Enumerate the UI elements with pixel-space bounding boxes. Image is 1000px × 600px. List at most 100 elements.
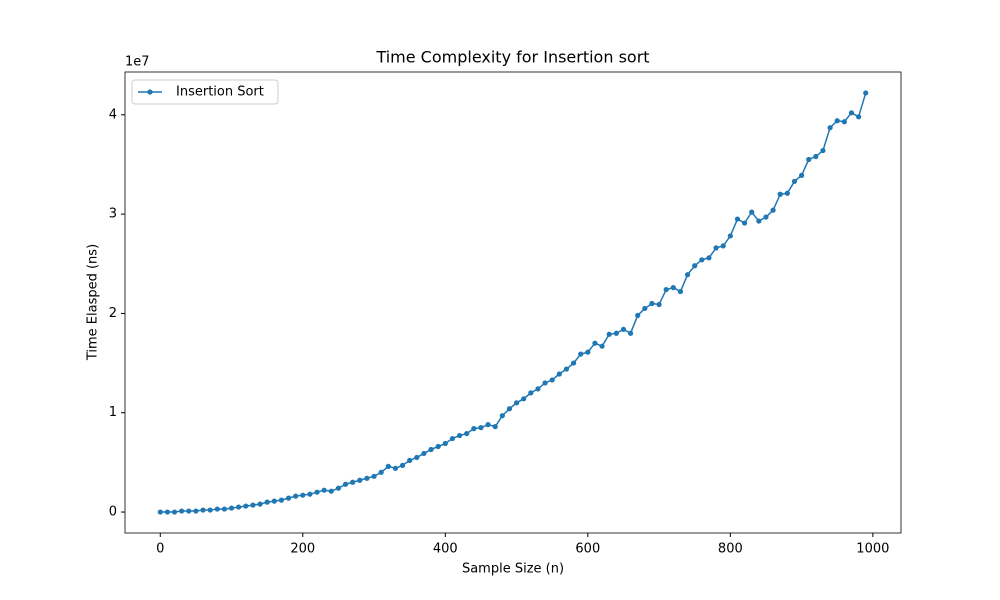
x-tick-label: 200 (290, 542, 315, 557)
data-point (236, 504, 242, 510)
data-point (456, 432, 463, 439)
data-point (613, 330, 619, 336)
x-axis-label: Sample Size (n) (462, 562, 564, 577)
data-point (499, 413, 505, 419)
data-point (278, 497, 285, 503)
data-point (791, 178, 798, 184)
data-point (656, 301, 662, 308)
data-point (756, 218, 762, 224)
data-point (806, 156, 812, 163)
data-point (193, 508, 199, 514)
y-offset-label: 1e7 (125, 55, 150, 70)
x-tick-label: 600 (575, 542, 600, 557)
data-point (164, 509, 170, 515)
data-point (663, 286, 669, 293)
data-point (692, 263, 698, 269)
data-point (606, 331, 612, 337)
y-tick-label: 2 (109, 306, 117, 321)
data-point (749, 209, 755, 215)
legend-label: Insertion Sort (176, 85, 264, 100)
data-point (471, 426, 477, 432)
data-point (264, 499, 270, 505)
data-point (485, 422, 491, 428)
data-point (570, 360, 577, 366)
data-point (214, 506, 220, 512)
data-point (464, 430, 470, 437)
data-point (478, 425, 484, 431)
data-point (271, 498, 277, 504)
y-tick-label: 0 (109, 505, 117, 520)
data-point (599, 343, 605, 349)
plot-area (124, 71, 902, 534)
data-point (741, 220, 748, 226)
chart-title: Time Complexity for Insertion sort (375, 48, 649, 67)
data-point (200, 507, 206, 513)
y-tick-label: 1 (109, 405, 117, 420)
data-point (350, 479, 356, 485)
data-point (677, 288, 684, 295)
data-point (777, 191, 783, 197)
data-point (179, 508, 185, 514)
data-point (399, 462, 406, 468)
data-point (670, 285, 676, 291)
data-point (492, 424, 498, 430)
data-point (307, 491, 313, 497)
data-point (834, 118, 840, 124)
data-point (727, 233, 733, 239)
y-tick-label: 4 (109, 107, 117, 122)
data-point (528, 390, 534, 396)
data-point (300, 492, 306, 498)
x-tick-label: 800 (718, 542, 743, 557)
data-point (556, 371, 562, 377)
data-point (392, 465, 399, 471)
data-point (186, 508, 192, 514)
y-axis-label: Time Elasped (ns) (86, 244, 101, 361)
data-line (160, 92, 867, 513)
data-point (684, 272, 691, 278)
data-point (535, 386, 541, 392)
data-point (342, 481, 349, 487)
data-point (321, 487, 327, 493)
data-point (813, 153, 819, 160)
data-point (364, 475, 370, 481)
data-point (414, 454, 420, 461)
data-point (385, 463, 391, 469)
data-point (513, 400, 520, 406)
data-point (563, 366, 570, 372)
data-point (506, 406, 513, 412)
data-point (635, 312, 641, 319)
x-tick-label: 1000 (856, 542, 889, 557)
data-point (285, 495, 292, 501)
legend-box (131, 79, 279, 105)
data-point (620, 326, 627, 332)
data-point (250, 502, 256, 508)
data-point (549, 377, 555, 383)
data-point (734, 216, 741, 222)
data-point (720, 243, 726, 249)
data-point (578, 351, 584, 357)
data-point (827, 125, 833, 131)
data-point (421, 450, 427, 457)
data-point (863, 90, 869, 96)
data-point (856, 114, 862, 120)
data-point (335, 485, 342, 491)
data-point (784, 190, 790, 196)
y-tick-label: 3 (109, 207, 117, 222)
data-point (207, 507, 213, 513)
data-point (585, 349, 591, 355)
data-point (820, 147, 826, 154)
data-point (542, 380, 548, 386)
data-point (521, 396, 527, 402)
data-point (848, 110, 855, 116)
data-point (157, 509, 163, 515)
data-point (763, 214, 769, 220)
data-point (257, 501, 263, 507)
x-tick-label: 400 (433, 542, 458, 557)
data-point (713, 245, 719, 251)
data-point (841, 119, 847, 125)
data-point (449, 435, 456, 442)
legend-marker (147, 89, 153, 95)
data-point (314, 489, 320, 495)
data-point (378, 469, 384, 475)
